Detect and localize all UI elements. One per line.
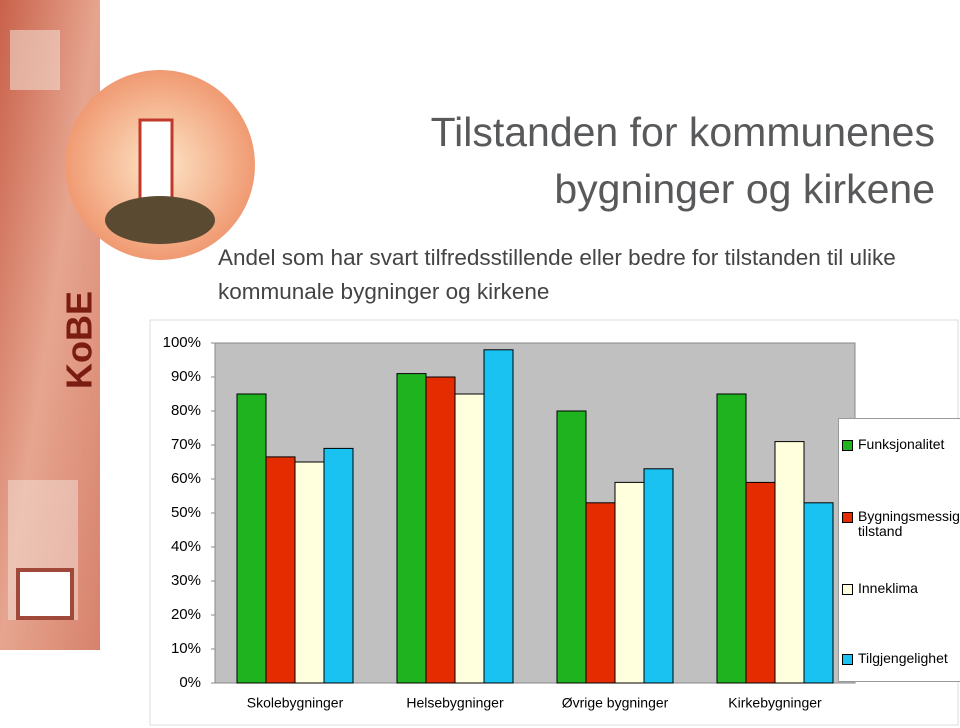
x-tick-label: Kirkebygninger [728,695,822,711]
legend-swatch [842,584,853,595]
x-tick-label: Helsebygninger [406,695,504,711]
bar [454,393,485,684]
bar [803,502,834,684]
y-tick-label: 0% [179,674,201,691]
bar [323,447,354,684]
decor-island [105,196,215,244]
y-tick-label: 70% [171,436,201,453]
decor-house [10,30,60,90]
x-tick-label: Øvrige bygninger [562,695,669,711]
bar [745,481,776,684]
bar [643,468,674,684]
legend-label: Tilgjengelighet [858,650,948,666]
y-tick-label: 40% [171,538,201,555]
y-tick-label: 10% [171,640,201,657]
bar [294,461,325,684]
decor-logo [16,568,74,620]
legend-label: Funksjonalitet [858,436,945,452]
legend-label: Bygningsmessig tilstand [858,508,960,539]
legend-item: Bygningsmessig tilstand [842,509,960,539]
y-tick-label: 30% [171,572,201,589]
legend-item: Inneklima [842,581,960,596]
bar [483,349,514,684]
legend-swatch [842,654,853,665]
legend: Funksjonalitet Bygningsmessig tilstand Inn… [838,418,960,682]
bar [265,456,296,684]
bar [396,373,427,684]
subtitle: Andel som har svart tilfredsstillende el… [218,245,896,304]
bar [236,393,267,684]
bar [585,502,616,684]
y-tick-label: 100% [163,334,201,351]
bar [774,441,805,684]
bar [425,376,456,684]
y-tick-label: 50% [171,504,201,521]
bar [614,481,645,684]
bar [716,393,747,684]
y-tick-label: 90% [171,368,201,385]
legend-swatch [842,440,853,451]
legend-swatch [842,512,853,523]
y-tick-label: 20% [171,606,201,623]
bar [556,410,587,684]
slide-title: Tilstanden for kommunenes bygninger og k… [430,109,935,212]
y-tick-label: 80% [171,402,201,419]
legend-label: Inneklima [858,580,918,596]
decor-lighthouse [138,118,174,202]
x-tick-label: Skolebygninger [247,695,344,711]
logo-text: KoBE [59,291,100,389]
legend-item: Funksjonalitet [842,437,960,452]
y-tick-label: 60% [171,470,201,487]
legend-item: Tilgjengelighet [842,651,960,666]
